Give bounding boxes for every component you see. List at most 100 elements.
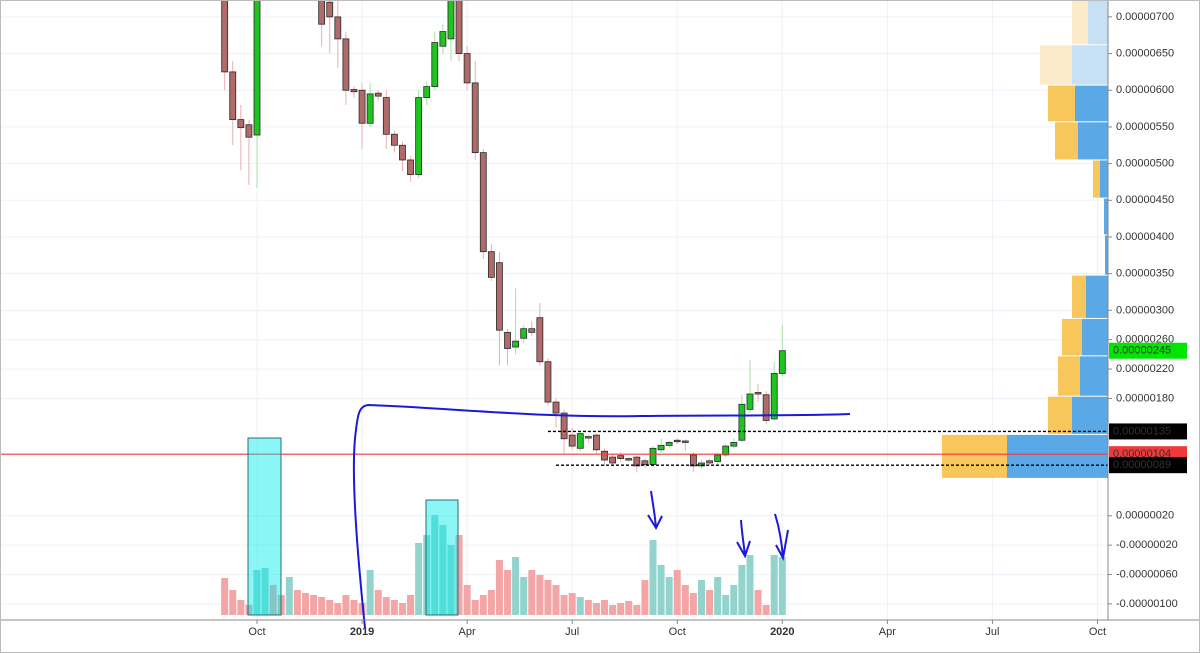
- candle-body: [439, 31, 447, 47]
- candle-body: [447, 0, 455, 40]
- candle-body: [649, 447, 657, 465]
- volume-bar: [495, 560, 503, 615]
- volume-bar: [778, 557, 786, 615]
- candle-body: [390, 133, 398, 146]
- volume-bar: [374, 590, 382, 615]
- arrow: [774, 513, 789, 562]
- volume-bar: [746, 555, 754, 615]
- plot: [0, 0, 1108, 615]
- volume-bar: [334, 603, 342, 615]
- volume-bar: [301, 593, 309, 615]
- volume-bar: [552, 585, 560, 615]
- volume-bar: [269, 585, 277, 615]
- volume-bar: [722, 595, 730, 615]
- candle-body: [512, 340, 520, 348]
- candle-body: [698, 462, 705, 467]
- candle-body: [657, 444, 665, 451]
- volume-bar: [310, 595, 318, 615]
- profile-up: [1055, 122, 1078, 160]
- volume-bar: [536, 575, 544, 615]
- candle-body: [633, 456, 641, 467]
- profile-up: [1072, 0, 1088, 45]
- y-tick-label: 0.00000650: [1116, 47, 1174, 59]
- profile-up: [1058, 356, 1080, 396]
- x-tick-label: Apr: [879, 626, 896, 638]
- volume-bar: [697, 580, 705, 615]
- volume-bar: [318, 597, 326, 615]
- profile-down: [1086, 275, 1108, 318]
- candle-body: [625, 458, 633, 461]
- candle-body: [536, 317, 544, 363]
- x-tick-label: 2020: [770, 626, 794, 638]
- volume-bar: [382, 597, 390, 615]
- candle-body: [609, 456, 616, 464]
- volume-bar: [245, 605, 253, 615]
- volume-bar: [447, 545, 455, 615]
- volume-bar: [479, 595, 487, 615]
- profile-down: [1072, 396, 1108, 434]
- volume-bar: [633, 605, 641, 615]
- y-tick-label: -0.00000100: [1116, 598, 1178, 610]
- profile-down: [1072, 45, 1108, 85]
- volume-bar: [609, 605, 617, 615]
- y-tick-label: -0.00000020: [1116, 539, 1178, 551]
- volume-bar: [471, 600, 479, 615]
- profile-down: [1078, 122, 1108, 160]
- candle-body: [366, 93, 374, 124]
- volume-bar: [487, 590, 495, 615]
- volume-bar: [407, 595, 415, 615]
- x-tick-label: Jul: [985, 626, 999, 638]
- highlight-box: [247, 437, 282, 616]
- profile-up: [1048, 396, 1072, 434]
- candle-body: [423, 86, 431, 98]
- candle-body: [504, 331, 511, 349]
- price-label-box: [1109, 423, 1187, 440]
- y-tick-label: 0.00000700: [1116, 11, 1174, 23]
- candle-body: [762, 394, 770, 421]
- candle-body: [576, 433, 584, 449]
- volume-bar: [423, 535, 431, 615]
- candle-body: [601, 450, 608, 461]
- volume-bar: [544, 580, 552, 615]
- price-label: 0.00000245: [1113, 345, 1171, 357]
- volume-bar: [326, 600, 334, 615]
- y-tick-label: 0.00000020: [1116, 510, 1174, 522]
- profile-down: [1104, 198, 1108, 235]
- volume-bar: [714, 577, 722, 615]
- volume-bar: [520, 577, 528, 615]
- volume-bar: [390, 600, 398, 615]
- price-label: 0.00000089: [1113, 459, 1171, 471]
- candle-body: [342, 38, 350, 91]
- candle-body: [617, 455, 625, 459]
- candle-body: [471, 82, 479, 154]
- profile-up: [1072, 275, 1086, 318]
- profile-down: [1082, 318, 1108, 356]
- volume-bar: [738, 565, 746, 615]
- highlight-box: [425, 499, 459, 616]
- candle-body: [253, 0, 261, 136]
- price-label-box: [1109, 457, 1187, 474]
- y-tick-label: 0.00000180: [1116, 392, 1174, 404]
- candle-body: [593, 434, 600, 451]
- volume-bar: [568, 593, 576, 615]
- volume-bar: [560, 595, 568, 615]
- volume-bar: [237, 600, 245, 615]
- candle-body: [568, 434, 576, 447]
- candle-body: [229, 71, 237, 120]
- volume-bar: [617, 603, 625, 615]
- y-tick-label: 0.00000400: [1116, 231, 1174, 243]
- candle-body: [690, 454, 697, 467]
- volume-bar: [762, 605, 770, 615]
- volume-bar: [350, 600, 358, 615]
- price-label-box: [1109, 342, 1187, 359]
- y-tick-label: 0.00000600: [1116, 84, 1174, 96]
- profile-down: [1007, 434, 1108, 478]
- candle-body: [544, 361, 552, 403]
- volume-bar: [504, 570, 512, 615]
- profile-up: [1040, 45, 1072, 85]
- y-tick-label: 0.00000220: [1116, 363, 1174, 375]
- volume-bar: [261, 568, 269, 615]
- candle-body: [681, 440, 689, 443]
- volume-bar: [285, 577, 293, 615]
